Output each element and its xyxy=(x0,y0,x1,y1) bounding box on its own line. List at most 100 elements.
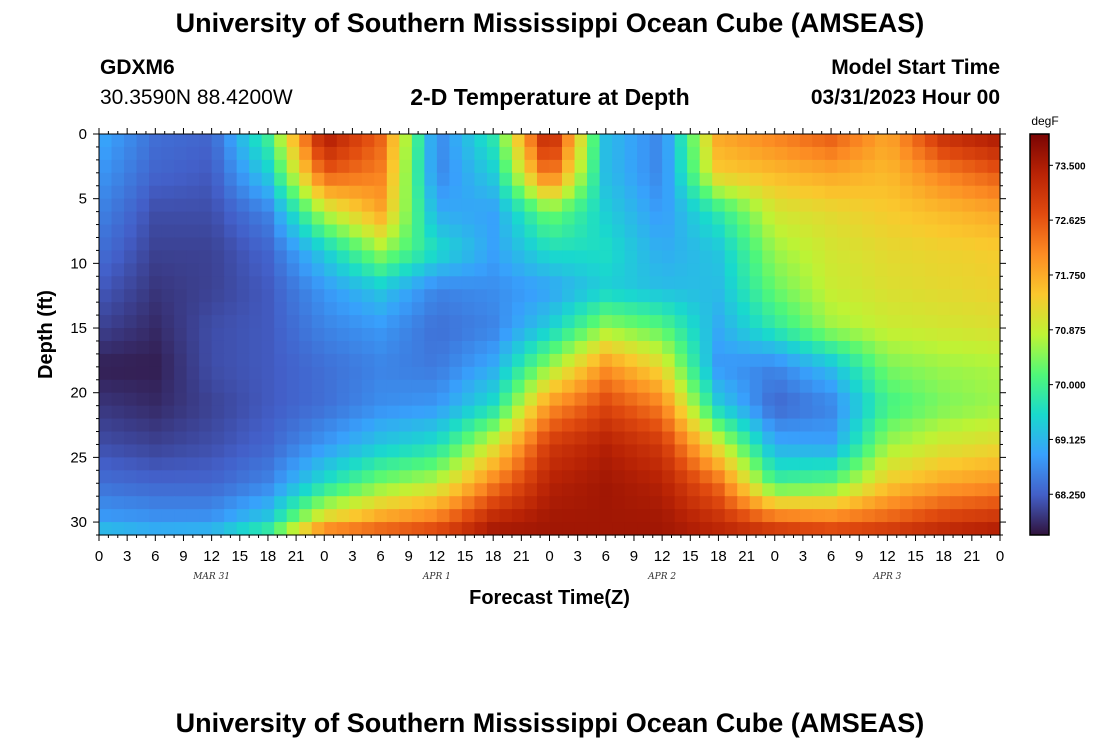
heatmap-cell xyxy=(461,276,476,290)
heatmap-cell xyxy=(887,444,901,458)
heatmap-cell xyxy=(899,496,913,510)
heatmap-cell xyxy=(249,457,263,471)
heatmap-cell xyxy=(599,146,613,161)
heatmap-cell xyxy=(937,263,951,277)
heatmap-cell xyxy=(436,379,450,394)
heatmap-cell xyxy=(674,315,688,329)
heatmap-cell xyxy=(674,366,688,381)
heatmap-cell xyxy=(862,263,876,277)
heatmap-cell xyxy=(124,509,138,523)
heatmap-cell xyxy=(399,172,413,187)
heatmap-cell xyxy=(749,211,763,226)
heatmap-cell xyxy=(486,470,501,484)
heatmap-cell xyxy=(924,496,939,510)
heatmap-cell xyxy=(824,315,838,329)
heatmap-cell xyxy=(862,146,876,161)
heatmap-cell xyxy=(399,315,413,329)
heatmap-cell xyxy=(987,289,1001,303)
heatmap-cell xyxy=(149,431,163,446)
heatmap-cell xyxy=(136,522,150,536)
heatmap-cell xyxy=(99,496,113,510)
heatmap-cell xyxy=(111,237,125,252)
heatmap-cell xyxy=(712,237,726,252)
heatmap-cell xyxy=(499,392,513,407)
heatmap-cell xyxy=(274,522,288,536)
heatmap-cell xyxy=(511,185,526,200)
heatmap-cell xyxy=(862,405,876,420)
heatmap-cell xyxy=(486,418,501,433)
heatmap-cell xyxy=(637,522,651,536)
heatmap-cell xyxy=(762,263,776,277)
heatmap-cell xyxy=(474,159,488,174)
heatmap-cell xyxy=(762,146,776,161)
heatmap-cell xyxy=(261,366,275,381)
heatmap-cell xyxy=(536,134,551,148)
heatmap-cell xyxy=(536,431,551,446)
heatmap-cell xyxy=(499,353,513,368)
heatmap-cell xyxy=(174,366,188,381)
heatmap-cell xyxy=(536,483,551,497)
heatmap-cell xyxy=(111,457,125,471)
heatmap-cell xyxy=(587,302,601,316)
heatmap-cell xyxy=(674,237,688,252)
heatmap-cell xyxy=(299,159,313,174)
heatmap-cell xyxy=(862,431,876,446)
heatmap-cell xyxy=(649,392,663,407)
heatmap-cell xyxy=(849,470,863,484)
heatmap-cell xyxy=(186,302,200,316)
heatmap-cell xyxy=(474,134,488,148)
heatmap-cell xyxy=(149,315,163,329)
heatmap-cell xyxy=(949,146,964,161)
heatmap-cell xyxy=(687,392,701,407)
heatmap-cell xyxy=(874,159,888,174)
station-coordinates: 30.3590N 88.4200W xyxy=(100,86,293,109)
heatmap-cell xyxy=(724,185,738,200)
heatmap-cell xyxy=(361,340,375,355)
x-tick-label: 18 xyxy=(935,548,952,565)
heatmap-cell xyxy=(787,496,801,510)
heatmap-cell xyxy=(787,328,801,342)
heatmap-cell xyxy=(899,353,913,368)
heatmap-cell xyxy=(749,276,763,290)
heatmap-cell xyxy=(399,444,413,458)
heatmap-cell xyxy=(824,198,838,213)
heatmap-cell xyxy=(199,496,213,510)
heatmap-cell xyxy=(211,366,225,381)
heatmap-cell xyxy=(849,159,863,174)
heatmap-cell xyxy=(824,509,838,523)
heatmap-cell xyxy=(612,198,626,213)
heatmap-cell xyxy=(549,328,563,342)
heatmap-cell xyxy=(812,522,826,536)
heatmap-cell xyxy=(724,172,738,187)
heatmap-cell xyxy=(374,198,388,213)
heatmap-cell xyxy=(612,211,626,226)
heatmap-cell xyxy=(286,340,300,355)
heatmap-cell xyxy=(361,392,375,407)
heatmap-cell xyxy=(436,366,450,381)
heatmap-cell xyxy=(924,146,939,161)
heatmap-cell xyxy=(236,198,250,213)
heatmap-cell xyxy=(687,366,701,381)
heatmap-cell xyxy=(862,340,876,355)
heatmap-cell xyxy=(299,522,313,536)
heatmap-cell xyxy=(874,457,888,471)
heatmap-cell xyxy=(712,211,726,226)
heatmap-cell xyxy=(486,366,501,381)
heatmap-cell xyxy=(324,289,338,303)
heatmap-cell xyxy=(411,185,425,200)
heatmap-cell xyxy=(386,276,400,290)
heatmap-cell xyxy=(787,379,801,394)
heatmap-cell xyxy=(511,134,526,148)
heatmap-cell xyxy=(624,353,638,368)
heatmap-cell xyxy=(286,483,300,497)
heatmap-cell xyxy=(549,444,563,458)
heatmap-cell xyxy=(687,172,701,187)
heatmap-cell xyxy=(949,250,964,264)
heatmap-cell xyxy=(111,224,125,239)
heatmap-cell xyxy=(299,366,313,381)
heatmap-cell xyxy=(324,340,338,355)
heatmap-cell xyxy=(249,302,263,316)
heatmap-cell xyxy=(249,483,263,497)
heatmap-cell xyxy=(399,457,413,471)
heatmap-cell xyxy=(349,366,363,381)
